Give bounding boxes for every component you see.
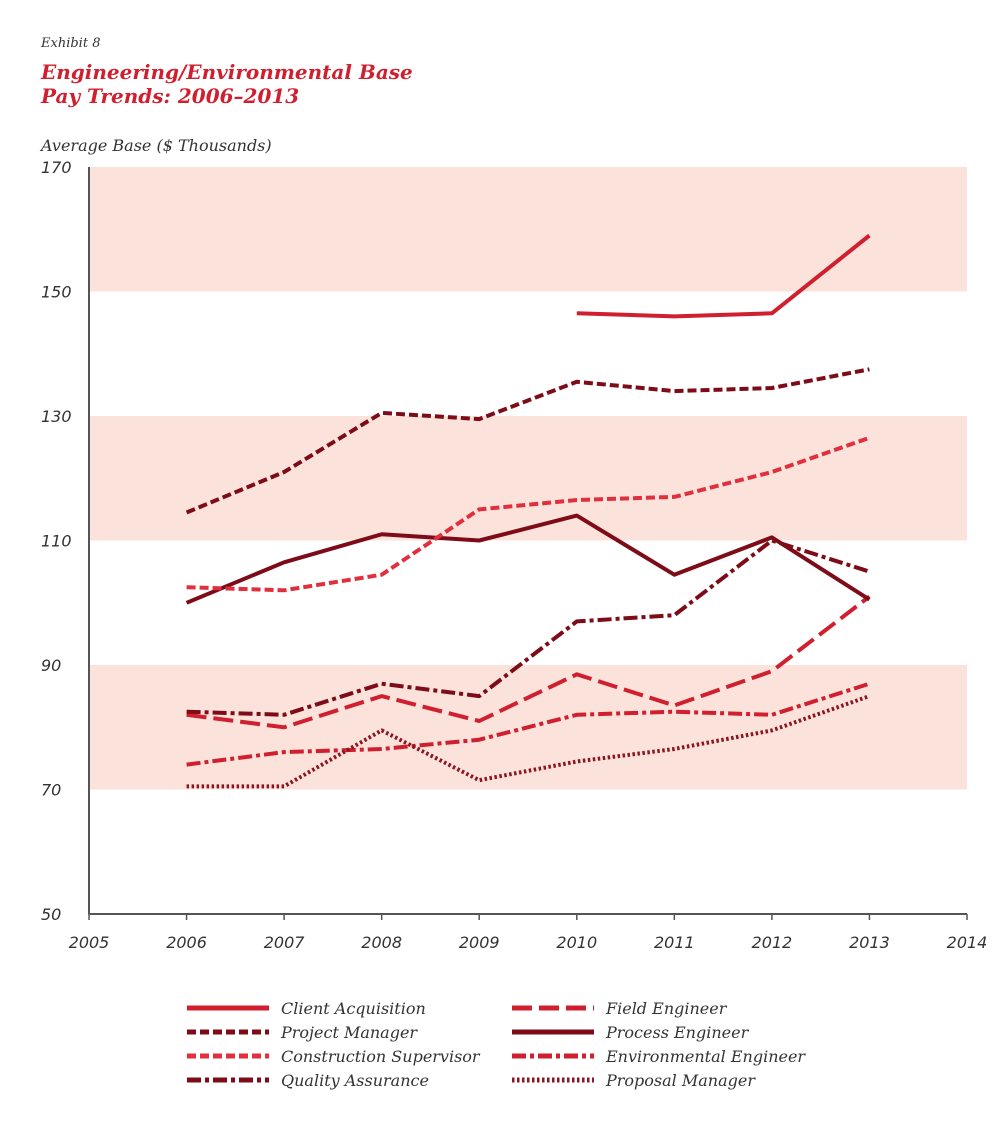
x-tick-labels: 2005 2006 2007 2008 2009 2010 2011 2012 2013 2014 [69, 933, 988, 952]
legend-label: Client Acquisition [281, 999, 426, 1018]
y-axis-label: Average Base ($ Thousands) [41, 136, 272, 155]
x-tick-label: 2010 [556, 933, 597, 952]
series-line-environmental-engineer [186, 681, 871, 767]
axes [88, 167, 968, 920]
y-tick-label: 110 [41, 532, 72, 551]
x-tick-label: 2007 [264, 933, 306, 952]
legend-label: Proposal Manager [605, 1071, 756, 1090]
legend-label: Process Engineer [605, 1023, 750, 1042]
x-tick-label: 2009 [459, 933, 500, 952]
legend-label: Field Engineer [605, 999, 728, 1018]
series-line-proposal-manager [186, 694, 871, 789]
exhibit-label: Exhibit 8 [41, 36, 101, 51]
legend-label: Environmental Engineer [605, 1047, 806, 1066]
y-tick-label: 130 [41, 407, 72, 426]
series-line-project-manager [185, 367, 870, 515]
series-line-construction-supervisor [186, 435, 871, 593]
chart-title-line-1: Engineering/Environmental Base [41, 60, 413, 84]
series-line-client-acquisition [576, 233, 871, 319]
y-tick-label: 50 [41, 905, 61, 924]
y-tick-label: 90 [41, 656, 61, 675]
y-tick-label: 150 [41, 283, 72, 302]
series-line-quality-assurance [186, 538, 871, 717]
legend-label: Construction Supervisor [281, 1047, 481, 1066]
x-tick-label: 2011 [654, 933, 695, 952]
x-tick-label: 2014 [947, 933, 988, 952]
chart-title: Engineering/Environmental Base Pay Trend… [41, 60, 413, 108]
series-line-process-engineer [185, 513, 871, 605]
series-line-field-engineer [186, 594, 871, 730]
x-tick-label: 2008 [361, 933, 402, 952]
legend-label: Project Manager [280, 1023, 418, 1042]
series-lines [185, 233, 871, 789]
x-tick-label: 2005 [69, 933, 110, 952]
chart-title-line-2: Pay Trends: 2006–2013 [41, 84, 300, 108]
legend-label: Quality Assurance [281, 1071, 429, 1090]
x-tick-label: 2013 [849, 933, 890, 952]
y-tick-label: 170 [41, 158, 72, 177]
y-tick-labels: 50 70 90 110 130 150 170 [41, 158, 72, 924]
y-tick-label: 70 [41, 781, 61, 800]
legend: Client Acquisition Field Engineer Project … [187, 999, 806, 1090]
x-tick-label: 2006 [166, 933, 207, 952]
x-tick-label: 2012 [752, 933, 793, 952]
background-bands [89, 167, 967, 790]
band-2 [89, 167, 967, 292]
band-1 [89, 416, 967, 541]
